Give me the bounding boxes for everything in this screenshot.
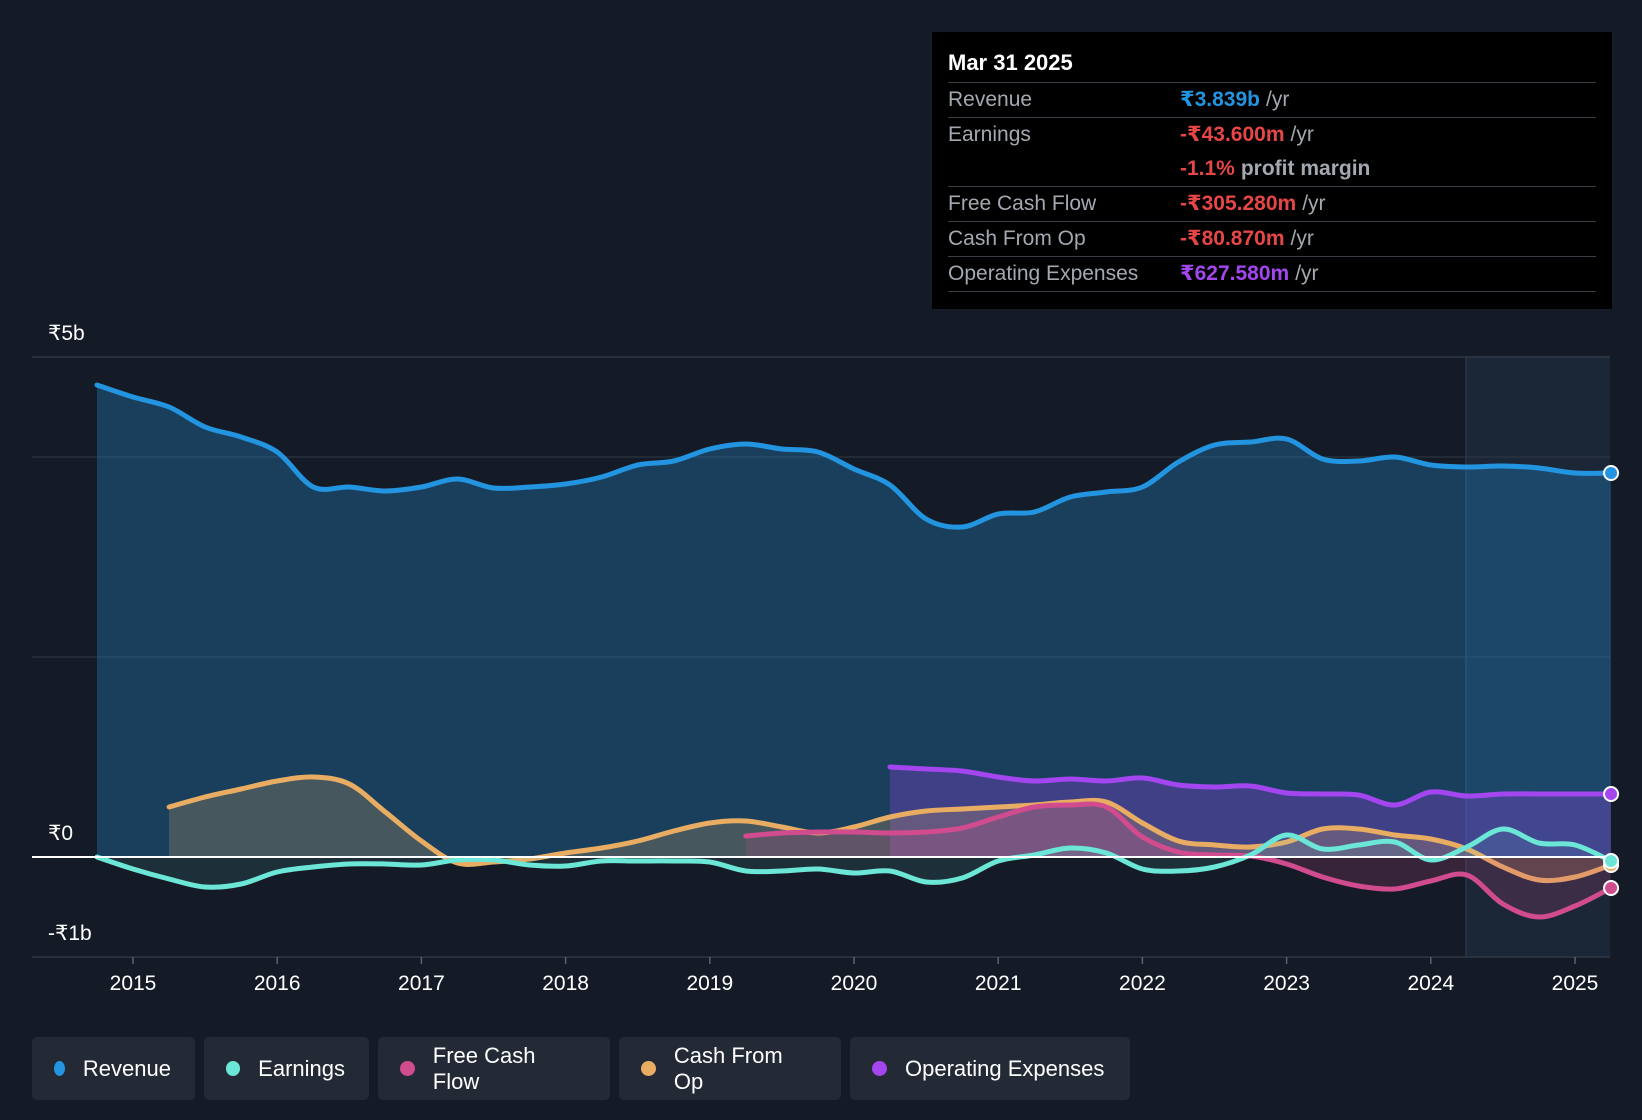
tooltip-value: -₹305.280m — [1180, 192, 1297, 215]
legend-label: Earnings — [258, 1055, 345, 1081]
legend-item-cash-from-op[interactable]: Cash From Op — [619, 1037, 841, 1100]
tooltip: Mar 31 2025 Revenue ₹3.839b/yr Earnings … — [932, 32, 1612, 309]
x-tick-label: 2020 — [831, 972, 878, 995]
tooltip-row-revenue: Revenue ₹3.839b/yr — [948, 82, 1596, 117]
end-markers — [1603, 465, 1620, 896]
revenue-line — [94, 382, 1614, 530]
legend-label: Free Cash Flow — [432, 1042, 536, 1094]
tooltip-label: Operating Expenses — [948, 262, 1139, 285]
x-tick-label: 2022 — [1119, 972, 1166, 995]
series-layer — [94, 382, 1614, 920]
earnings-end-point — [1603, 853, 1620, 869]
revenue-area — [97, 385, 1611, 857]
legend-item-revenue[interactable]: Revenue — [32, 1037, 195, 1100]
revenue-dot-icon — [54, 1061, 65, 1076]
y-tick-label: -₹1b — [48, 922, 92, 945]
axis-labels: ₹5b ₹0 -₹1b 2015 2016 2017 2018 2019 2020 2021 202… — [48, 322, 1598, 995]
free-cash-flow-line — [743, 801, 1614, 920]
operating-expenses-dot-icon — [872, 1061, 887, 1076]
earnings-dot-icon — [226, 1061, 241, 1076]
x-tick-label: 2023 — [1263, 972, 1310, 995]
earnings-line — [94, 826, 1614, 890]
tooltip-unit: /yr — [1302, 192, 1326, 215]
tooltip-unit: /yr — [1266, 88, 1290, 111]
tooltip-unit: /yr — [1295, 262, 1319, 285]
operating-expenses-line — [887, 764, 1614, 808]
x-tick-label: 2024 — [1407, 972, 1454, 995]
gridlines — [32, 356, 1610, 958]
tooltip-row-earnings: Earnings -₹43.600m/yr — [948, 117, 1596, 152]
x-tick-label: 2021 — [975, 972, 1022, 995]
cash-from-op-line — [166, 774, 1614, 884]
tooltip-label: Free Cash Flow — [948, 192, 1097, 215]
tooltip-label: Earnings — [948, 123, 1031, 146]
y-tick-label: ₹5b — [48, 322, 85, 345]
tooltip-row-profit-margin: -1.1% profit margin — [948, 152, 1596, 186]
operating-expenses-end-point — [1603, 786, 1620, 802]
x-tick-label: 2019 — [686, 972, 733, 995]
x-tick-label: 2016 — [254, 972, 301, 995]
tooltip-unit: /yr — [1290, 227, 1314, 250]
tooltip-unit: profit margin — [1240, 157, 1371, 180]
y-tick-label: ₹0 — [48, 822, 73, 845]
x-tick-label: 2017 — [398, 972, 445, 995]
legend-item-operating-expenses[interactable]: Operating Expenses — [850, 1037, 1130, 1100]
free-cash-flow-dot-icon — [400, 1061, 415, 1076]
tooltip-row-free-cash-flow: Free Cash Flow -₹305.280m/yr — [948, 186, 1596, 221]
tooltip-label: Revenue — [948, 88, 1033, 111]
legend-label: Revenue — [82, 1055, 171, 1081]
tooltip-date: Mar 31 2025 — [948, 50, 1073, 75]
tooltip-label: Cash From Op — [948, 227, 1086, 250]
legend-item-free-cash-flow[interactable]: Free Cash Flow — [378, 1037, 610, 1100]
legend-item-earnings[interactable]: Earnings — [204, 1037, 369, 1100]
cash-from-op-dot-icon — [641, 1061, 656, 1076]
legend: Revenue Earnings Free Cash Flow Cash Fro… — [32, 1037, 1130, 1100]
earnings-area — [97, 828, 1611, 888]
tooltip-value: -1.1% — [1180, 157, 1235, 180]
x-tick-label: 2015 — [110, 972, 157, 995]
tooltip-row-operating-expenses: Operating Expenses ₹627.580m/yr — [948, 256, 1596, 292]
legend-label: Operating Expenses — [905, 1055, 1105, 1081]
x-tick-label: 2018 — [542, 972, 589, 995]
tooltip-value: ₹3.839b — [1180, 88, 1260, 111]
tooltip-value: ₹627.580m — [1180, 262, 1290, 285]
operating-expenses-area — [890, 767, 1611, 857]
tooltip-unit: /yr — [1290, 123, 1314, 146]
tooltip-row-cash-from-op: Cash From Op -₹80.870m/yr — [948, 221, 1596, 256]
legend-label: Cash From Op — [673, 1042, 783, 1094]
revenue-end-point — [1603, 465, 1620, 481]
tooltip-value: -₹43.600m — [1180, 123, 1285, 146]
tooltip-value: -₹80.870m — [1180, 227, 1285, 250]
free-cash-flow-end-point — [1603, 880, 1620, 896]
x-tick-label: 2025 — [1552, 972, 1599, 995]
